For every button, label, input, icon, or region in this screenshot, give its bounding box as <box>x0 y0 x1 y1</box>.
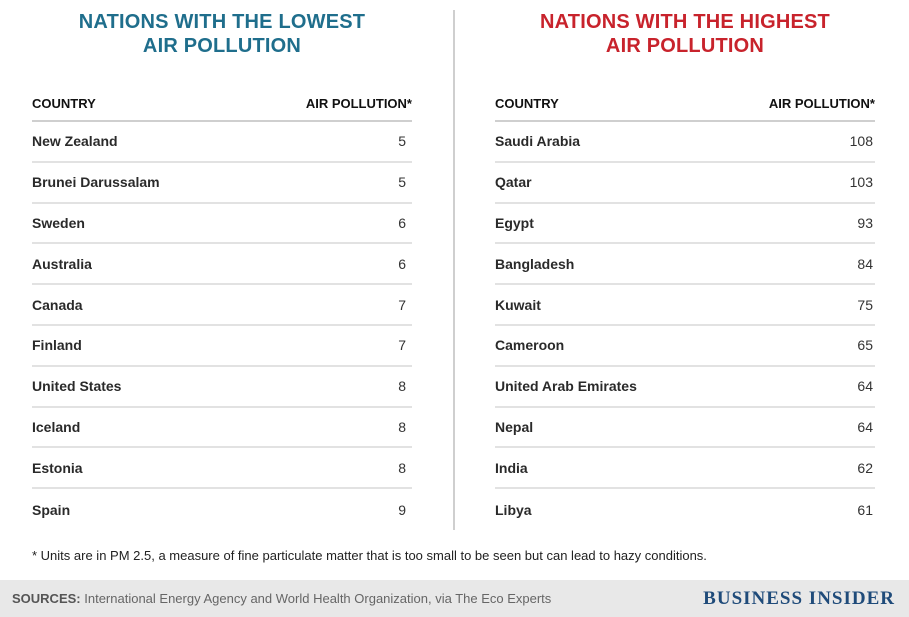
country-cell: Qatar <box>495 174 532 191</box>
highest-table-body: Saudi Arabia 108 Qatar 103 Egypt 93 Bangladesh… <box>495 122 875 530</box>
country-cell: Cameroon <box>495 337 565 354</box>
table-row: Saudi Arabia 108 <box>495 122 875 163</box>
air-pollution-value: 5 <box>398 174 406 191</box>
table-row: Sweden 6 <box>32 204 412 245</box>
footnote: * Units are in PM 2.5, a measure of fine… <box>32 548 707 563</box>
air-pollution-value: 5 <box>398 133 406 150</box>
country-cell: Bangladesh <box>495 255 575 272</box>
table-row: Finland 7 <box>32 326 412 367</box>
air-pollution-value: 7 <box>398 337 406 354</box>
sources-text: SOURCES: International Energy Agency and… <box>12 591 551 606</box>
sources-label: SOURCES: <box>12 591 81 606</box>
lowest-table-body: New Zealand 5 Brunei Darussalam 5 Sweden 6 Aus… <box>32 122 412 530</box>
table-row: Spain 9 <box>32 489 412 530</box>
business-insider-logo: BUSINESS INSIDER <box>703 587 895 609</box>
air-pollution-value: 9 <box>398 501 406 518</box>
table-row: Brunei Darussalam 5 <box>32 163 412 204</box>
panel-divider <box>453 10 455 530</box>
air-pollution-value: 8 <box>398 378 406 395</box>
air-pollution-column-header: AIR POLLUTION* <box>305 95 412 111</box>
country-cell: Sweden <box>32 214 85 231</box>
country-cell: Egypt <box>495 214 534 231</box>
country-cell: Saudi Arabia <box>495 133 581 150</box>
air-pollution-value: 64 <box>857 418 873 435</box>
table-row: New Zealand 5 <box>32 122 412 163</box>
country-cell: Iceland <box>32 418 81 435</box>
lowest-panel-title: NATIONS WITH THE LOWEST AIR POLLUTION <box>32 0 412 60</box>
air-pollution-value: 61 <box>857 501 873 518</box>
lowest-title-line1: NATIONS WITH THE LOWEST <box>78 11 366 33</box>
country-cell: Estonia <box>32 459 83 476</box>
country-cell: Finland <box>32 337 82 354</box>
table-row: Estonia 8 <box>32 448 412 490</box>
lowest-title-line2: AIR POLLUTION <box>142 35 302 57</box>
table-row: Kuwait 75 <box>495 285 875 326</box>
sources-bar: SOURCES: International Energy Agency and… <box>0 580 909 617</box>
air-pollution-value: 84 <box>857 255 873 272</box>
air-pollution-value: 6 <box>398 255 406 272</box>
air-pollution-value: 64 <box>857 378 873 395</box>
country-cell: Australia <box>32 255 92 272</box>
air-pollution-value: 62 <box>857 459 873 476</box>
table-row: Cameroon 65 <box>495 326 875 367</box>
air-pollution-value: 93 <box>857 214 873 231</box>
country-column-header: COUNTRY <box>32 95 96 111</box>
air-pollution-value: 103 <box>849 174 873 191</box>
air-pollution-column-header: AIR POLLUTION* <box>768 95 875 111</box>
country-cell: Nepal <box>495 418 534 435</box>
table-row: India 62 <box>495 448 875 490</box>
air-pollution-value: 65 <box>857 337 873 354</box>
country-cell: Brunei Darussalam <box>32 174 160 191</box>
table-row: Canada 7 <box>32 285 412 326</box>
table-row: Nepal 64 <box>495 408 875 449</box>
country-cell: Kuwait <box>495 296 541 313</box>
country-cell: New Zealand <box>32 133 118 150</box>
table-row: Bangladesh 84 <box>495 244 875 286</box>
table-row: United States 8 <box>32 367 412 408</box>
air-pollution-value: 8 <box>398 418 406 435</box>
country-cell: United States <box>32 378 122 395</box>
air-pollution-value: 8 <box>398 459 406 476</box>
highest-pollution-panel: NATIONS WITH THE HIGHEST AIR POLLUTION C… <box>495 0 875 518</box>
sources-body: International Energy Agency and World He… <box>80 591 552 606</box>
lowest-table: COUNTRY AIR POLLUTION* New Zealand 5 Brune… <box>32 86 412 530</box>
air-pollution-value: 75 <box>857 296 873 313</box>
air-pollution-value: 7 <box>398 296 406 313</box>
table-row: Qatar 103 <box>495 163 875 204</box>
lowest-table-header: COUNTRY AIR POLLUTION* <box>32 86 412 122</box>
table-row: Iceland 8 <box>32 408 412 449</box>
table-row: Libya 61 <box>495 489 875 530</box>
air-pollution-value: 6 <box>398 214 406 231</box>
country-cell: Libya <box>495 501 532 518</box>
table-row: United Arab Emirates 64 <box>495 367 875 408</box>
highest-title-line1: NATIONS WITH THE HIGHEST <box>540 11 830 33</box>
table-row: Egypt 93 <box>495 204 875 245</box>
country-cell: Spain <box>32 501 71 518</box>
highest-panel-title: NATIONS WITH THE HIGHEST AIR POLLUTION <box>495 0 875 60</box>
lowest-pollution-panel: NATIONS WITH THE LOWEST AIR POLLUTION CO… <box>32 0 412 518</box>
highest-table: COUNTRY AIR POLLUTION* Saudi Arabia 108 Qa… <box>495 86 875 530</box>
air-pollution-value: 108 <box>849 133 873 150</box>
country-cell: Canada <box>32 296 83 313</box>
highest-title-line2: AIR POLLUTION <box>605 35 765 57</box>
country-cell: India <box>495 459 528 476</box>
table-row: Australia 6 <box>32 244 412 286</box>
country-cell: United Arab Emirates <box>495 378 637 395</box>
highest-table-header: COUNTRY AIR POLLUTION* <box>495 86 875 122</box>
country-column-header: COUNTRY <box>495 95 559 111</box>
